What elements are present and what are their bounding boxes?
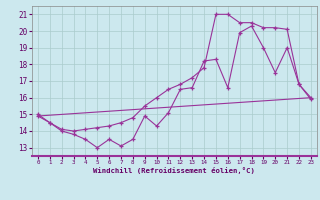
X-axis label: Windchill (Refroidissement éolien,°C): Windchill (Refroidissement éolien,°C) (93, 167, 255, 174)
